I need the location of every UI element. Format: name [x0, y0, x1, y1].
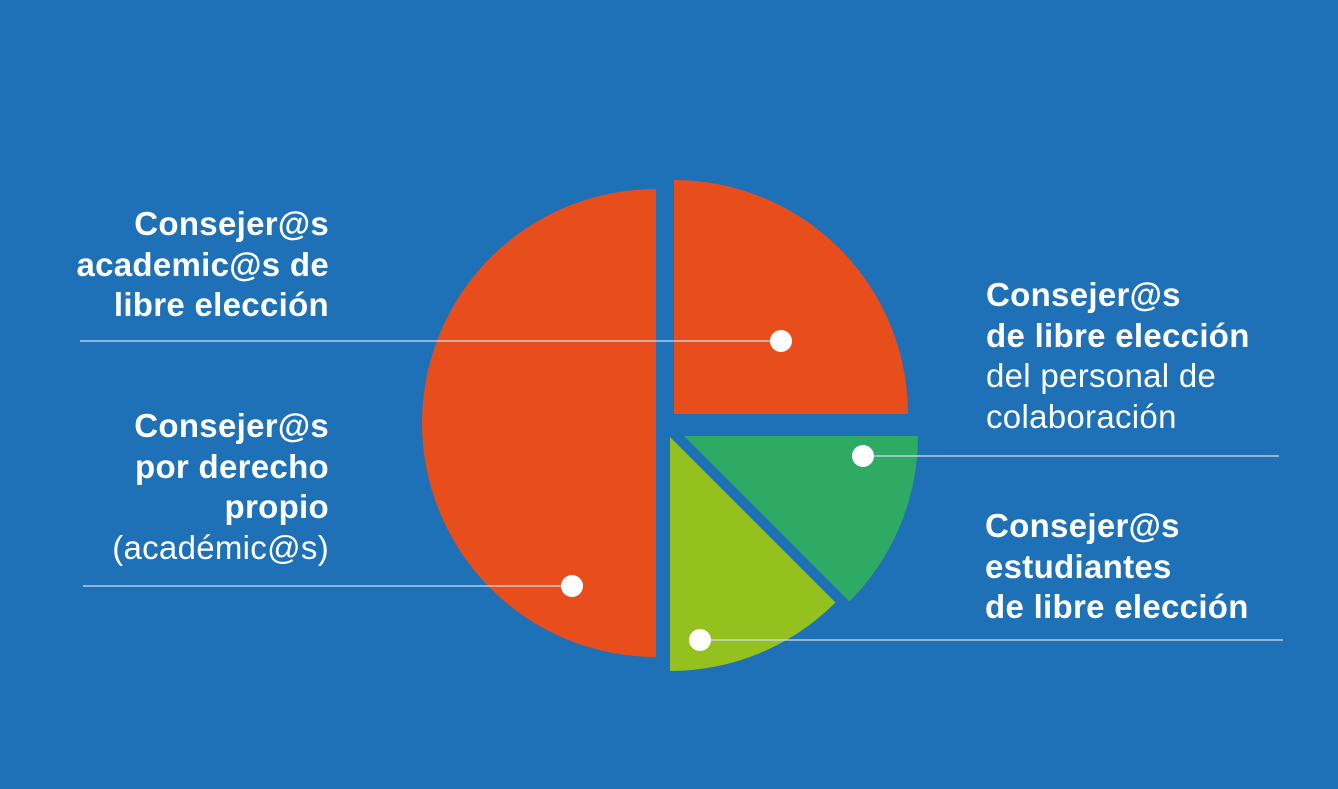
label-line: colaboración [986, 397, 1177, 435]
label-line: Consejer@s [985, 507, 1180, 544]
pie-slice-academicos-libre-eleccion [674, 180, 908, 414]
pie-slice-personal-colaboracion [684, 436, 918, 602]
label-line: Consejer@s [986, 276, 1181, 313]
label-academicos-derecho-propio: Consejer@s por derecho propio (académic@… [112, 406, 329, 568]
marker-personal-colaboracion [852, 445, 874, 467]
label-line: libre elección [113, 286, 329, 323]
leader-lines [80, 340, 1283, 641]
label-line: (académic@s) [112, 528, 329, 566]
label-personal-colaboracion: Consejer@s de libre elección del persona… [986, 275, 1250, 437]
pie-slice-estudiantes [670, 437, 836, 671]
label-line: propio [224, 488, 329, 525]
label-estudiantes: Consejer@s estudiantes de libre elección [985, 506, 1249, 628]
pie-slices [422, 180, 918, 671]
slice-markers [561, 330, 874, 651]
label-line: del personal de [986, 357, 1217, 394]
label-line: por derecho [134, 447, 329, 485]
marker-estudiantes [689, 629, 711, 651]
label-line: Consejer@s [134, 407, 329, 444]
label-line: estudiantes [985, 547, 1172, 585]
label-academicos-libre-eleccion: Consejer@s academic@s de libre elección [76, 204, 329, 326]
label-line: de libre elección [985, 588, 1249, 625]
pie-slice-academicos-derecho-propio [422, 189, 656, 657]
marker-academicos-libre-eleccion [770, 330, 792, 352]
label-line: Consejer@s [134, 205, 329, 242]
label-line: de libre elección [986, 316, 1250, 354]
label-line: academic@s de [76, 245, 329, 283]
marker-academicos-derecho-propio [561, 575, 583, 597]
